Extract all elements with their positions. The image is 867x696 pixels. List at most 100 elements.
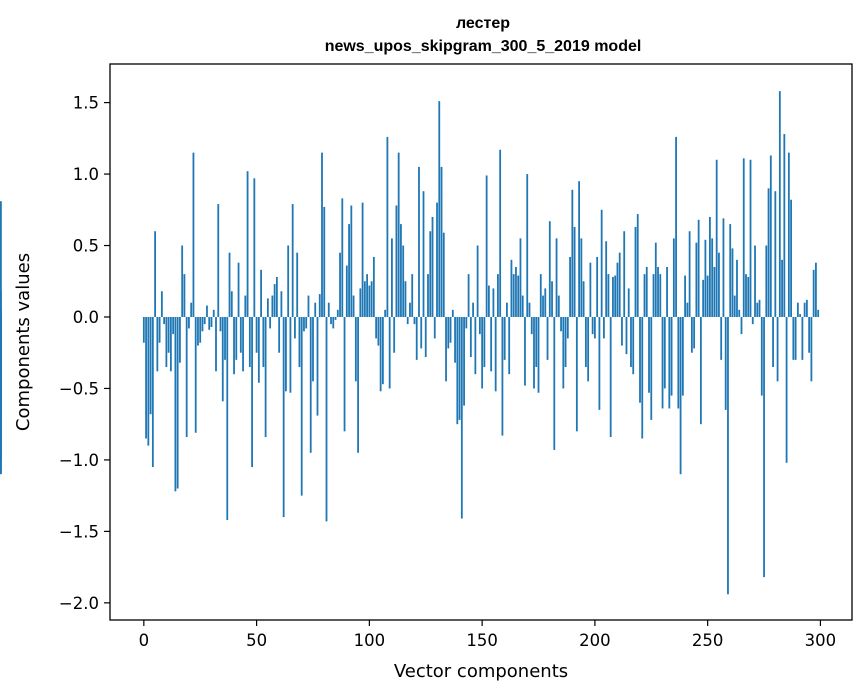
bar-183 bbox=[555, 238, 558, 317]
bar-39 bbox=[230, 291, 233, 317]
bar-220 bbox=[639, 316, 641, 403]
bar-120 bbox=[413, 316, 416, 325]
bar-209 bbox=[614, 275, 617, 317]
bar-88 bbox=[341, 198, 344, 317]
bar-136 bbox=[449, 316, 452, 343]
bar-266 bbox=[742, 158, 745, 317]
bar-253 bbox=[713, 266, 716, 317]
y-tick-label: −1.5 bbox=[59, 522, 99, 541]
bar-204 bbox=[603, 316, 605, 339]
bar-265 bbox=[740, 316, 743, 335]
bar-213 bbox=[623, 231, 626, 317]
bar-190 bbox=[571, 189, 574, 317]
bar-153 bbox=[487, 285, 490, 317]
bar-176 bbox=[539, 274, 542, 317]
bar-123 bbox=[420, 316, 423, 349]
bar-5 bbox=[154, 231, 156, 317]
bar-27 bbox=[203, 316, 206, 325]
x-tick-label: 0 bbox=[139, 631, 150, 650]
bar-50 bbox=[255, 316, 258, 353]
bar-28 bbox=[206, 305, 208, 317]
bar-54 bbox=[264, 316, 267, 438]
bar-139 bbox=[456, 316, 459, 425]
bar-150 bbox=[481, 316, 484, 389]
bar-170 bbox=[526, 174, 529, 317]
bar-97 bbox=[361, 202, 364, 317]
bar-112 bbox=[395, 205, 398, 317]
bar-275 bbox=[763, 316, 765, 578]
bar-286 bbox=[787, 152, 790, 317]
bar-17 bbox=[181, 245, 184, 317]
bar-228 bbox=[657, 266, 659, 317]
bar-79 bbox=[321, 152, 323, 317]
bar-236 bbox=[675, 136, 677, 317]
bar-1 bbox=[145, 316, 147, 439]
bar-128 bbox=[431, 216, 434, 317]
bar-56 bbox=[269, 316, 272, 329]
bar-55 bbox=[266, 298, 269, 317]
bar-169 bbox=[524, 316, 526, 386]
x-tick-label: 250 bbox=[692, 631, 724, 650]
bar-6 bbox=[156, 316, 159, 372]
bar-89 bbox=[343, 316, 346, 432]
bar-71 bbox=[303, 316, 305, 332]
bar-181 bbox=[551, 281, 553, 317]
bar-198 bbox=[589, 262, 592, 317]
bar-227 bbox=[654, 242, 657, 317]
bar-221 bbox=[641, 316, 644, 439]
bar-212 bbox=[621, 316, 623, 346]
bar-243 bbox=[690, 316, 693, 353]
bar-142 bbox=[463, 316, 465, 406]
bar-114 bbox=[400, 224, 402, 317]
bar-70 bbox=[300, 316, 303, 496]
bar-100 bbox=[368, 285, 371, 317]
bar-188 bbox=[566, 316, 569, 339]
bar-229 bbox=[659, 274, 662, 317]
bar-111 bbox=[393, 316, 396, 353]
y-tick-label: 0.5 bbox=[73, 237, 99, 256]
bar-45 bbox=[244, 295, 247, 317]
bar-129 bbox=[433, 316, 436, 339]
bar-14 bbox=[174, 316, 177, 492]
bar-23 bbox=[194, 316, 197, 433]
bar-121 bbox=[415, 316, 418, 360]
bar-46 bbox=[246, 171, 249, 317]
bar-135 bbox=[447, 316, 450, 349]
bar-62 bbox=[282, 316, 285, 518]
chart-subtitle: news_upos_skipgram_300_5_2019 model bbox=[325, 38, 642, 55]
bar-77 bbox=[316, 316, 319, 416]
bar-214 bbox=[625, 316, 628, 355]
bar-106 bbox=[381, 316, 384, 385]
bar-137 bbox=[451, 309, 454, 317]
bar-37 bbox=[226, 316, 229, 520]
bar-102 bbox=[372, 256, 375, 317]
bar-26 bbox=[201, 316, 204, 332]
bar-256 bbox=[720, 316, 723, 360]
x-tick-label: 300 bbox=[805, 631, 837, 650]
bar-47 bbox=[248, 316, 251, 368]
bar-211 bbox=[618, 252, 621, 317]
bar-64 bbox=[287, 245, 290, 317]
bar-51 bbox=[257, 316, 260, 383]
x-tick-label: 200 bbox=[579, 631, 611, 650]
bar-95 bbox=[357, 316, 359, 453]
bar-87 bbox=[339, 252, 341, 317]
plot-frame bbox=[109, 63, 853, 621]
bar-63 bbox=[285, 316, 287, 392]
bar-53 bbox=[262, 316, 265, 368]
bar-59 bbox=[275, 276, 278, 317]
bar-233 bbox=[668, 316, 671, 409]
bar-125 bbox=[424, 316, 427, 358]
bar-270 bbox=[751, 316, 754, 325]
bar-293 bbox=[803, 302, 806, 317]
bar-280 bbox=[774, 191, 777, 317]
bar-33 bbox=[217, 204, 220, 317]
bar-259 bbox=[727, 316, 729, 595]
bars-group bbox=[0, 91, 820, 595]
bar-152 bbox=[485, 175, 488, 317]
bar-36 bbox=[224, 316, 226, 360]
bar-99 bbox=[366, 274, 368, 317]
bar-18 bbox=[183, 274, 186, 317]
bar-247 bbox=[699, 316, 702, 425]
bar-287 bbox=[790, 199, 792, 317]
